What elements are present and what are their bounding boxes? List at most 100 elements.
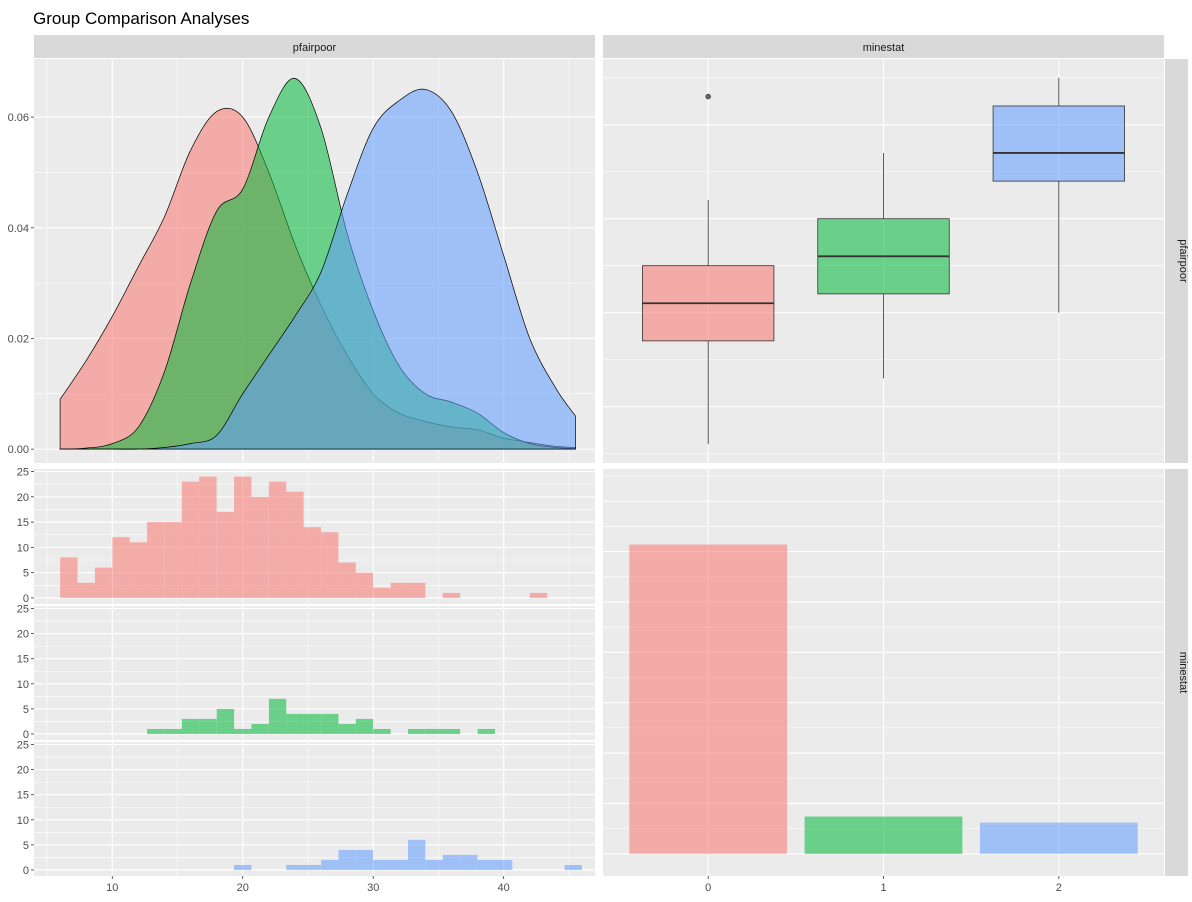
histogram-bar-group-1 <box>303 713 321 734</box>
right-xtick-label: 0 <box>705 882 711 894</box>
density-area-group-2 <box>59 88 576 450</box>
histogram-bar-group-0 <box>181 481 200 598</box>
histogram-bar-group-2 <box>321 859 339 870</box>
boxplot-box-2 <box>992 105 1125 182</box>
barplot-bar-1 <box>804 816 963 854</box>
histogram-bar-group-0 <box>268 481 287 598</box>
histogram-bar-group-2 <box>338 849 356 870</box>
histogram-bar-group-1 <box>373 728 391 734</box>
strip-col-2-label: minestat <box>863 42 905 54</box>
histogram-ytick-label: 20 <box>17 492 29 504</box>
histogram-bar-group-2 <box>442 854 461 870</box>
histogram-bar-group-0 <box>442 592 461 598</box>
right-xtick-label: 2 <box>1056 882 1062 894</box>
histogram-bar-group-2 <box>234 864 252 870</box>
histogram-bar-group-2 <box>477 859 495 870</box>
histogram-bar-group-0 <box>303 527 321 598</box>
histogram-bar-group-0 <box>129 542 148 598</box>
histogram-bar-group-2 <box>355 849 374 870</box>
histogram-ytick-label: 0 <box>23 593 29 605</box>
strips-layer: pfairpoor minestat pfairpoor minestat <box>34 35 1189 876</box>
density-ytick-label: 0.00 <box>8 444 29 456</box>
histogram-bar-group-2 <box>407 839 426 870</box>
histogram-bar-group-2 <box>494 859 513 870</box>
histogram-bar-group-0 <box>321 532 339 598</box>
histogram-ytick-label: 20 <box>17 629 29 641</box>
histogram-bar-group-0 <box>373 587 391 598</box>
histogram-bar-group-0 <box>407 582 426 598</box>
histogram-bar-group-0 <box>112 537 130 598</box>
density-ytick-label: 0.04 <box>8 223 29 235</box>
histogram-bar-group-1 <box>199 718 217 734</box>
histogram-ytick-label: 25 <box>17 467 29 479</box>
histogram-bar-group-1 <box>164 728 182 734</box>
histogram-bar-group-2 <box>425 859 443 870</box>
histogram-ytick-label: 10 <box>17 815 29 827</box>
histogram-bar-group-1 <box>268 698 287 734</box>
histogram-bar-group-0 <box>338 562 356 598</box>
histogram-ytick-label: 15 <box>17 517 29 529</box>
strip-row-2 <box>1165 469 1188 876</box>
histogram-bar-group-0 <box>60 557 78 598</box>
histogram-bar-group-1 <box>425 728 443 734</box>
strip-col-1-label: pfairpoor <box>293 42 337 54</box>
histogram-ytick-label: 10 <box>17 542 29 554</box>
axes-layer: 0.000.020.040.06051015202505101520250510… <box>8 112 1062 894</box>
histogram-ytick-label: 0 <box>23 865 29 877</box>
histogram-ytick-label: 20 <box>17 765 29 777</box>
histogram-ytick-label: 5 <box>23 568 29 580</box>
histogram-bar-group-0 <box>251 496 269 598</box>
histogram-bar-group-1 <box>147 728 165 734</box>
strip-row-1-label: pfairpoor <box>1177 239 1189 283</box>
left-xtick-label: 10 <box>106 882 118 894</box>
strip-col-2 <box>603 35 1164 58</box>
histogram-facet-bg-2 <box>34 742 595 876</box>
histogram-bar-group-2 <box>390 859 408 870</box>
histogram-bar-group-1 <box>286 713 304 734</box>
histogram-bar-group-0 <box>286 491 304 598</box>
histogram-bar-group-2 <box>460 854 478 870</box>
histogram-bar-group-0 <box>147 522 165 598</box>
histogram-bar-group-0 <box>216 511 235 598</box>
histogram-ytick-label: 25 <box>17 740 29 752</box>
histogram-bar-group-0 <box>199 476 217 598</box>
right-xtick-label: 1 <box>880 882 886 894</box>
histogram-bar-group-1 <box>234 728 252 734</box>
histogram-ytick-label: 10 <box>17 679 29 691</box>
histogram-bar-group-1 <box>407 728 426 734</box>
strip-row-1 <box>1165 59 1188 463</box>
histogram-ytick-label: 5 <box>23 840 29 852</box>
histogram-bar-group-0 <box>355 572 374 598</box>
density-ytick-label: 0.06 <box>8 112 29 124</box>
histogram-ytick-label: 25 <box>17 604 29 616</box>
histogram-bar-group-1 <box>216 708 235 734</box>
histogram-bar-group-1 <box>355 718 374 734</box>
density-ytick-label: 0.02 <box>8 333 29 345</box>
strip-row-2-label: minestat <box>1177 652 1189 694</box>
histogram-bar-group-2 <box>286 864 304 870</box>
left-xtick-label: 40 <box>498 882 510 894</box>
histogram-ytick-label: 0 <box>23 729 29 741</box>
histogram-ytick-label: 15 <box>17 790 29 802</box>
barplot-bar-0 <box>629 544 788 854</box>
strip-col-1 <box>34 35 595 58</box>
histogram-ytick-label: 5 <box>23 704 29 716</box>
left-xtick-label: 30 <box>367 882 379 894</box>
boxplot-outlier-0 <box>705 93 711 100</box>
chart-title: Group Comparison Analyses <box>33 9 249 28</box>
histogram-bar-group-0 <box>94 567 113 598</box>
histogram-bar-group-1 <box>338 723 356 734</box>
barplot-bar-2 <box>979 822 1138 854</box>
histogram-bar-group-1 <box>181 718 200 734</box>
histogram-ytick-label: 15 <box>17 654 29 666</box>
left-xtick-label: 20 <box>237 882 249 894</box>
histogram-bar-group-1 <box>477 728 495 734</box>
histogram-bar-group-2 <box>564 864 582 870</box>
histogram-bar-group-2 <box>373 859 391 870</box>
histogram-bar-group-0 <box>234 476 252 598</box>
histogram-bar-group-2 <box>303 864 321 870</box>
histogram-bar-group-1 <box>251 723 269 734</box>
histogram-bar-group-0 <box>529 592 548 598</box>
panels-layer <box>34 59 1164 876</box>
